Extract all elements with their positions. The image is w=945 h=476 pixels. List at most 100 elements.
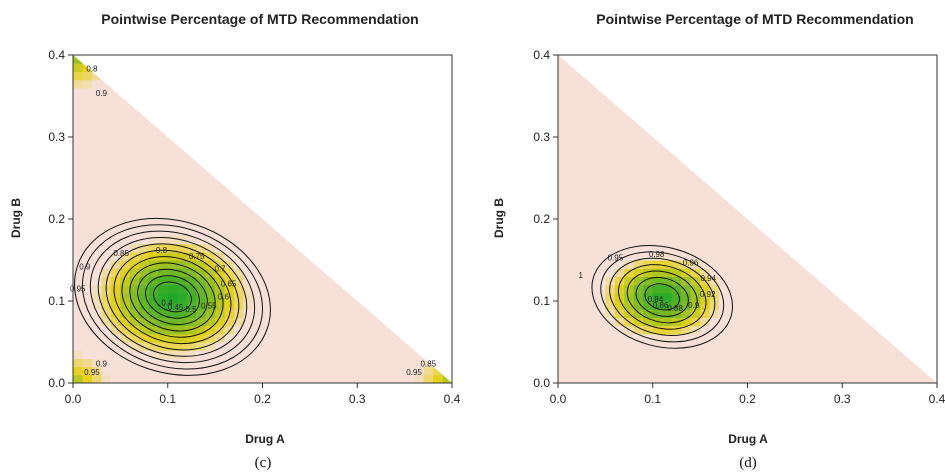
heat-cell xyxy=(595,96,606,105)
heat-cell xyxy=(224,325,235,335)
heat-cell xyxy=(662,317,673,327)
heat-cell xyxy=(290,309,301,318)
heat-cell xyxy=(794,260,805,269)
heat-cell xyxy=(633,235,644,245)
heat-cell xyxy=(605,325,616,335)
heat-cell xyxy=(347,366,358,376)
heat-cell xyxy=(643,137,654,146)
heat-cell xyxy=(700,342,711,351)
heat-cell xyxy=(747,219,758,228)
heat-cell xyxy=(215,350,226,359)
y-tick-label: 0.3 xyxy=(48,130,65,144)
heat-cell xyxy=(832,374,843,383)
heat-cell xyxy=(558,276,569,286)
heat-cell xyxy=(652,169,663,179)
panel-c: Pointwise Percentage of MTD Recommendati… xyxy=(9,11,461,471)
heat-cell xyxy=(595,325,606,335)
heat-cell xyxy=(177,301,188,310)
heat-cell xyxy=(290,350,301,359)
heat-cell xyxy=(595,333,606,343)
heat-cell xyxy=(423,358,434,368)
heat-cell xyxy=(404,342,415,351)
heat-cell xyxy=(671,268,682,277)
heat-cell xyxy=(832,333,843,343)
heat-cell xyxy=(595,374,606,383)
heat-cell xyxy=(366,333,377,343)
heat-cell xyxy=(633,366,644,376)
heat-cell xyxy=(253,284,264,294)
heat-cell xyxy=(690,235,701,245)
heat-cell xyxy=(281,350,292,359)
heat-cell xyxy=(281,243,292,253)
heat-cell xyxy=(880,358,891,368)
heat-cell xyxy=(281,251,292,261)
heat-cell xyxy=(328,374,339,383)
heat-cell xyxy=(73,169,84,179)
heat-cell xyxy=(567,366,578,376)
heat-cell xyxy=(158,333,169,343)
heat-cell xyxy=(319,301,330,310)
heat-cell xyxy=(91,104,103,113)
heat-cell xyxy=(205,284,216,294)
heat-cell xyxy=(120,210,131,220)
heat-cell xyxy=(576,284,588,294)
heat-cell xyxy=(709,317,720,327)
heat-cell xyxy=(766,333,777,343)
heat-cell xyxy=(576,202,588,212)
heat-cell xyxy=(709,358,720,368)
heat-cell xyxy=(662,161,673,171)
heat-cell xyxy=(404,350,415,359)
heat-cell xyxy=(281,301,292,310)
heat-cell xyxy=(652,251,663,261)
heat-cell xyxy=(728,309,739,318)
heat-cell xyxy=(595,292,606,302)
heat-cell xyxy=(139,194,150,204)
heat-cell xyxy=(861,374,872,383)
heat-cell xyxy=(73,96,84,105)
heat-cell xyxy=(719,342,730,351)
heat-cell xyxy=(558,342,569,351)
heat-cell xyxy=(595,161,606,171)
contour-line xyxy=(609,257,716,337)
heat-cell xyxy=(328,366,339,376)
heat-cell xyxy=(91,112,103,122)
heat-cell xyxy=(728,358,739,368)
heat-cell xyxy=(309,325,320,335)
heat-cell xyxy=(728,301,739,310)
heat-cell xyxy=(347,374,358,383)
heat-cell xyxy=(643,301,654,310)
contour-label: 0.6 xyxy=(218,293,230,302)
heat-cell xyxy=(671,210,682,220)
heat-cell xyxy=(681,284,692,294)
heat-cell xyxy=(567,178,578,187)
heat-cell xyxy=(73,120,84,130)
heat-cell xyxy=(205,309,216,318)
heat-cell xyxy=(766,350,777,359)
heat-cell xyxy=(624,120,635,130)
heat-cell xyxy=(205,251,216,261)
heat-cell xyxy=(823,333,834,343)
heat-cell xyxy=(633,317,644,327)
heat-cell xyxy=(186,366,197,376)
heat-cell xyxy=(158,128,169,138)
heat-cell xyxy=(262,358,273,368)
heat-cell xyxy=(794,317,805,327)
heat-cell xyxy=(253,276,264,286)
heat-cell xyxy=(709,219,720,228)
heat-cell xyxy=(558,194,569,204)
heat-cell xyxy=(120,112,131,122)
heat-cell xyxy=(139,292,150,302)
heat-cell xyxy=(633,153,644,163)
heat-cell xyxy=(300,284,311,294)
heat-cell xyxy=(338,350,349,359)
heat-cell xyxy=(158,309,169,318)
heat-cell xyxy=(82,292,93,302)
heat-cell xyxy=(851,309,862,318)
heat-cell xyxy=(681,366,692,376)
heat-cell xyxy=(186,210,197,220)
heat-cell xyxy=(709,210,720,220)
heat-cell xyxy=(234,309,245,318)
heat-cell xyxy=(167,169,178,179)
heat-cell xyxy=(586,202,597,212)
heat-cell xyxy=(82,186,93,195)
